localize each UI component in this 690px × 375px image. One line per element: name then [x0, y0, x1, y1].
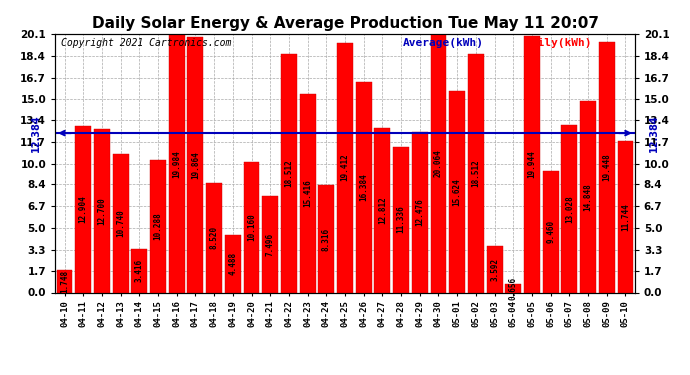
Bar	[337, 43, 353, 292]
Text: 14.848: 14.848	[584, 183, 593, 211]
Bar	[618, 141, 633, 292]
Bar	[112, 154, 128, 292]
Bar	[356, 82, 372, 292]
Text: 12.384: 12.384	[31, 114, 41, 152]
Bar	[150, 160, 166, 292]
Text: 0.656: 0.656	[509, 277, 518, 300]
Text: 19.448: 19.448	[602, 153, 611, 181]
Bar	[169, 35, 185, 292]
Text: 9.460: 9.460	[546, 220, 555, 243]
Bar	[94, 129, 110, 292]
Text: 19.984: 19.984	[172, 150, 181, 178]
Text: 3.592: 3.592	[490, 258, 499, 281]
Text: 12.700: 12.700	[97, 197, 106, 225]
Bar	[431, 34, 446, 292]
Text: 16.384: 16.384	[359, 173, 368, 201]
Bar	[75, 126, 91, 292]
Text: 18.512: 18.512	[471, 159, 480, 187]
Text: 7.496: 7.496	[266, 233, 275, 256]
Text: Copyright 2021 Cartronics.com: Copyright 2021 Cartronics.com	[61, 38, 231, 48]
Text: 11.744: 11.744	[621, 203, 630, 231]
Bar	[281, 54, 297, 292]
Bar	[244, 162, 259, 292]
Text: 3.416: 3.416	[135, 259, 144, 282]
Text: 18.512: 18.512	[284, 159, 293, 187]
Bar	[299, 94, 315, 292]
Text: 4.488: 4.488	[228, 252, 237, 275]
Bar	[599, 42, 615, 292]
Text: 12.904: 12.904	[79, 196, 88, 223]
Text: 19.864: 19.864	[191, 151, 200, 178]
Text: 10.740: 10.740	[116, 210, 125, 237]
Bar	[262, 196, 278, 292]
Text: 12.812: 12.812	[378, 196, 387, 224]
Text: 15.624: 15.624	[453, 178, 462, 206]
Bar	[375, 128, 391, 292]
Text: Daily(kWh): Daily(kWh)	[524, 38, 592, 48]
Bar	[206, 183, 222, 292]
Bar	[562, 125, 578, 292]
Bar	[225, 235, 241, 292]
Bar	[393, 147, 409, 292]
Bar	[412, 132, 428, 292]
Bar	[505, 284, 521, 292]
Bar	[486, 246, 502, 292]
Text: 19.412: 19.412	[340, 154, 350, 182]
Bar	[524, 36, 540, 292]
Text: 1.748: 1.748	[60, 270, 69, 293]
Bar	[318, 186, 334, 292]
Bar	[188, 37, 204, 292]
Text: Average(kWh): Average(kWh)	[403, 38, 484, 48]
Text: 8.520: 8.520	[210, 226, 219, 249]
Bar	[543, 171, 559, 292]
Bar	[57, 270, 72, 292]
Text: 11.336: 11.336	[397, 206, 406, 233]
Text: 19.944: 19.944	[527, 150, 536, 178]
Text: 15.416: 15.416	[303, 179, 312, 207]
Bar	[131, 249, 147, 292]
Text: 10.160: 10.160	[247, 213, 256, 241]
Text: 12.476: 12.476	[415, 198, 424, 226]
Bar	[580, 101, 596, 292]
Text: 10.288: 10.288	[154, 212, 163, 240]
Text: 20.064: 20.064	[434, 150, 443, 177]
Text: 12.384: 12.384	[649, 114, 659, 152]
Bar	[449, 92, 465, 292]
Text: 8.316: 8.316	[322, 227, 331, 251]
Title: Daily Solar Energy & Average Production Tue May 11 20:07: Daily Solar Energy & Average Production …	[92, 16, 598, 31]
Bar	[468, 54, 484, 292]
Text: 13.028: 13.028	[565, 195, 574, 222]
